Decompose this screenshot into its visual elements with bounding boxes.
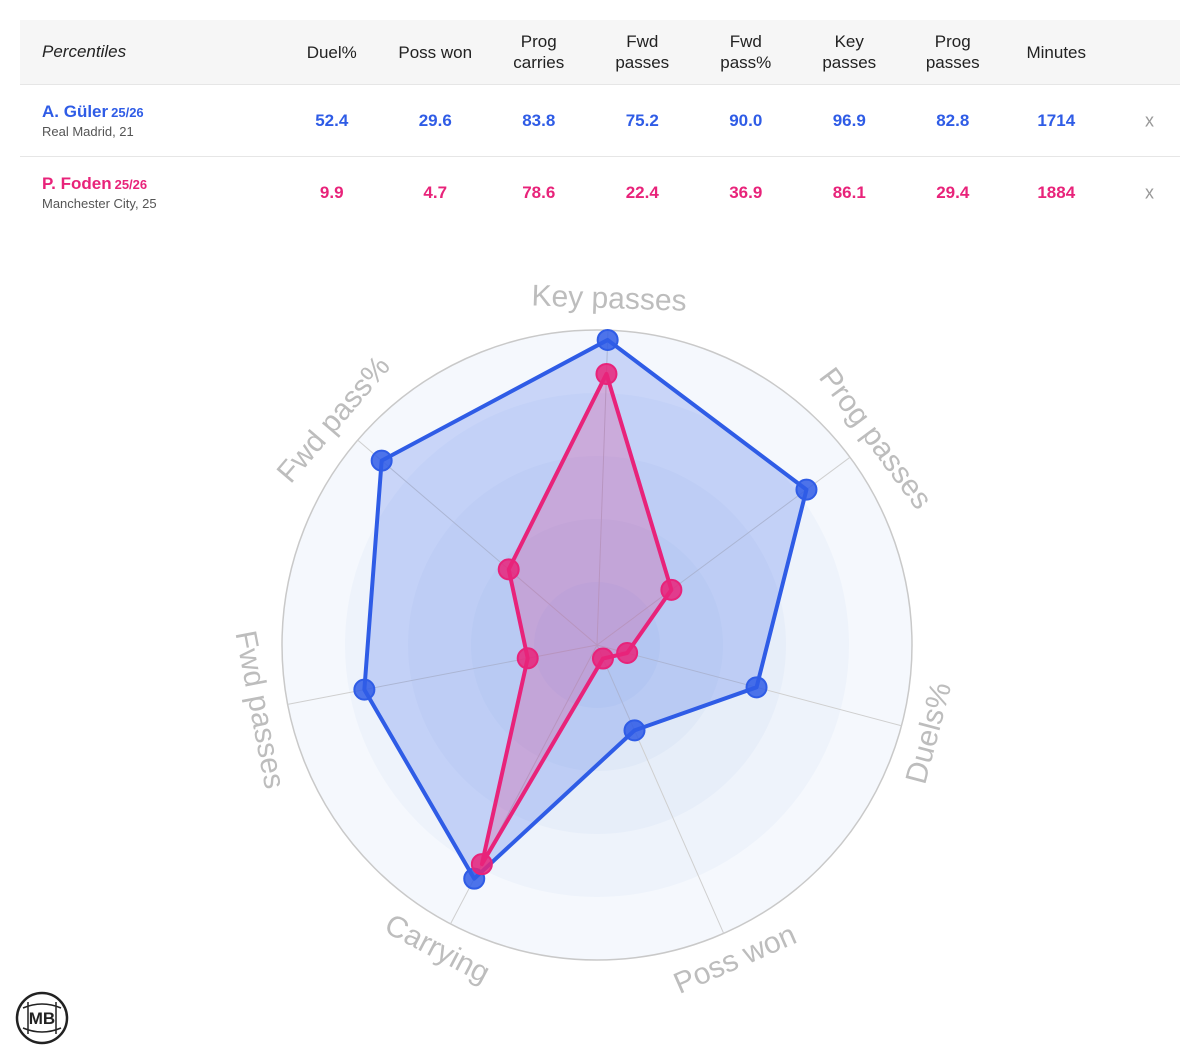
value-poss-won: 29.6 — [418, 111, 452, 130]
col-header-fwd-pass-pct: Fwd pass% — [720, 32, 772, 72]
col-header-prog-carries: Prog carries — [513, 32, 565, 72]
col-header-key-passes: Key passes — [822, 32, 877, 72]
radar-point-guler — [370, 449, 393, 472]
player-cell: A. Güler 25/26 Real Madrid, 21 — [20, 102, 280, 139]
radar-polygon-foden — [479, 371, 674, 867]
value-key-passes: 86.1 — [832, 183, 866, 202]
radar-spoke — [596, 644, 725, 934]
remove-player-button[interactable]: x — [1145, 182, 1154, 202]
radar-point-guler — [795, 478, 818, 501]
radar-point-foden — [660, 578, 683, 601]
col-header-prog-passes: Prog passes — [925, 32, 980, 72]
radar-series — [353, 328, 818, 890]
player-meta: Real Madrid, 21 — [42, 124, 134, 139]
value-prog-passes: 29.4 — [936, 183, 970, 202]
value-poss-won: 4.7 — [423, 183, 448, 202]
value-fwd-passes: 22.4 — [625, 183, 659, 202]
col-header-fwd-passes: Fwd passes — [615, 32, 670, 72]
value-minutes: 1884 — [1037, 183, 1076, 202]
value-prog-carries: 78.6 — [522, 183, 556, 202]
radar-point-foden — [470, 853, 493, 876]
radar-point-guler — [745, 676, 768, 699]
radar-point-foden — [591, 647, 614, 670]
radar-point-foden — [497, 558, 520, 581]
header-first-cell: Percentiles — [20, 42, 280, 62]
value-fwd-pass-pct: 90.0 — [729, 111, 763, 130]
player-season: 25/26 — [111, 105, 144, 120]
value-duel: 9.9 — [319, 183, 344, 202]
value-duel: 52.4 — [315, 111, 349, 130]
percentiles-table: Percentiles Duel% Poss won Prog carries F… — [20, 20, 1180, 228]
value-key-passes: 96.9 — [832, 111, 866, 130]
radar-point-foden — [595, 362, 618, 385]
table-header: Percentiles Duel% Poss won Prog carries F… — [20, 20, 1180, 85]
radar-point-guler — [353, 678, 376, 701]
player-name[interactable]: A. Güler — [42, 102, 109, 121]
player-row-guler: A. Güler 25/26 Real Madrid, 21 52.4 29.6 … — [20, 85, 1180, 157]
col-header-poss-won: Poss won — [398, 42, 473, 62]
value-prog-carries: 83.8 — [522, 111, 556, 130]
player-meta: Manchester City, 25 — [42, 196, 157, 211]
value-prog-passes: 82.8 — [936, 111, 970, 130]
radar-point-foden — [616, 641, 639, 664]
percentiles-label: Percentiles — [42, 42, 127, 61]
radar-polygon-guler — [362, 337, 809, 881]
radar-axis-label: Key passes — [531, 279, 687, 317]
col-header-duel: Duel% — [306, 42, 357, 62]
player-season: 25/26 — [114, 177, 148, 192]
remove-player-button[interactable]: x — [1145, 110, 1154, 130]
value-fwd-pass-pct: 36.9 — [729, 183, 763, 202]
radar-point-foden — [516, 647, 539, 670]
player-row-foden: P. Foden 25/26 Manchester City, 25 9.9 4.… — [20, 157, 1180, 228]
player-name[interactable]: P. Foden — [42, 174, 112, 193]
player-cell: P. Foden 25/26 Manchester City, 25 — [20, 174, 280, 211]
radar-spoke — [357, 439, 598, 646]
value-fwd-passes: 75.2 — [625, 111, 659, 130]
radar-spoke — [287, 644, 598, 705]
radar-spokes — [287, 330, 902, 934]
col-header-minutes: Minutes — [1026, 42, 1087, 62]
logo-text: MB — [29, 1009, 55, 1028]
radar-outer-ring — [281, 329, 913, 961]
radar-point-guler — [596, 328, 619, 351]
value-minutes: 1714 — [1037, 111, 1076, 130]
radar-point-guler — [623, 719, 646, 742]
mb-logo: MB — [14, 990, 70, 1046]
